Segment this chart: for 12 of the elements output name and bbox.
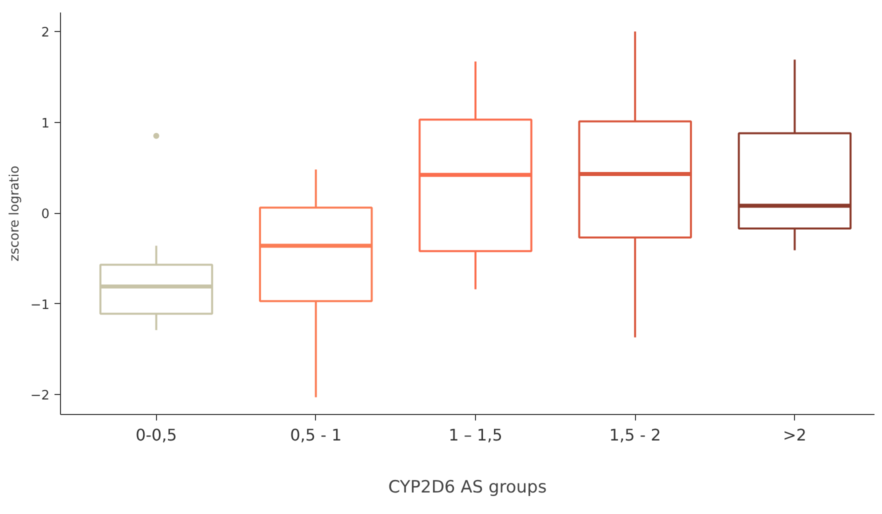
x-axis-title: CYP2D6 AS groups bbox=[388, 478, 547, 498]
x-tick-label: 1,5 - 2 bbox=[609, 426, 661, 444]
y-axis-title: zscore logratio bbox=[7, 166, 22, 262]
y-tick-label: −1 bbox=[30, 298, 50, 313]
x-tick-label: 1 – 1,5 bbox=[448, 426, 502, 444]
y-tick-label: −2 bbox=[30, 388, 50, 404]
y-tick-label: 1 bbox=[41, 116, 50, 132]
y-tick-label: 0 bbox=[41, 207, 50, 222]
y-tick-label: 2 bbox=[41, 26, 50, 41]
x-tick-label: >2 bbox=[782, 426, 806, 444]
x-tick-label: 0,5 - 1 bbox=[290, 426, 342, 444]
x-tick-label: 0-0,5 bbox=[136, 426, 177, 444]
